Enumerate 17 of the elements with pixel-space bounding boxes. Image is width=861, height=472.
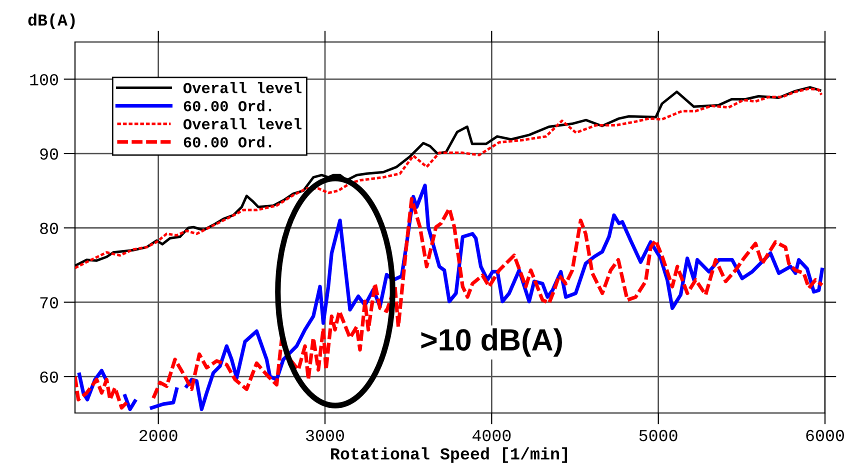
y-tick-label: 100 xyxy=(30,74,58,86)
y-axis-title: dB(A) xyxy=(28,13,75,30)
legend-label: 60.00 Ord. xyxy=(184,100,272,112)
annotation: >10 dB(A) xyxy=(421,328,562,357)
x-tick-label: 3000 xyxy=(306,430,344,442)
y-tick-label: 90 xyxy=(40,148,58,160)
legend-label: Overall level xyxy=(183,82,302,94)
legend-label: Overall level xyxy=(183,118,302,130)
x-tick-label: 2000 xyxy=(140,430,178,442)
y-tick-label: 70 xyxy=(40,297,58,308)
legend-label: 60.00 Ord. xyxy=(184,136,272,148)
x-tick-label: 6000 xyxy=(806,430,844,442)
x-axis-title: Rotational Speed [1/min] xyxy=(331,447,567,463)
y-tick-label: 80 xyxy=(40,222,58,234)
x-tick-label: 4000 xyxy=(472,430,511,442)
y-tick-label: 60 xyxy=(40,371,58,383)
x-tick-label: 5000 xyxy=(639,430,678,442)
